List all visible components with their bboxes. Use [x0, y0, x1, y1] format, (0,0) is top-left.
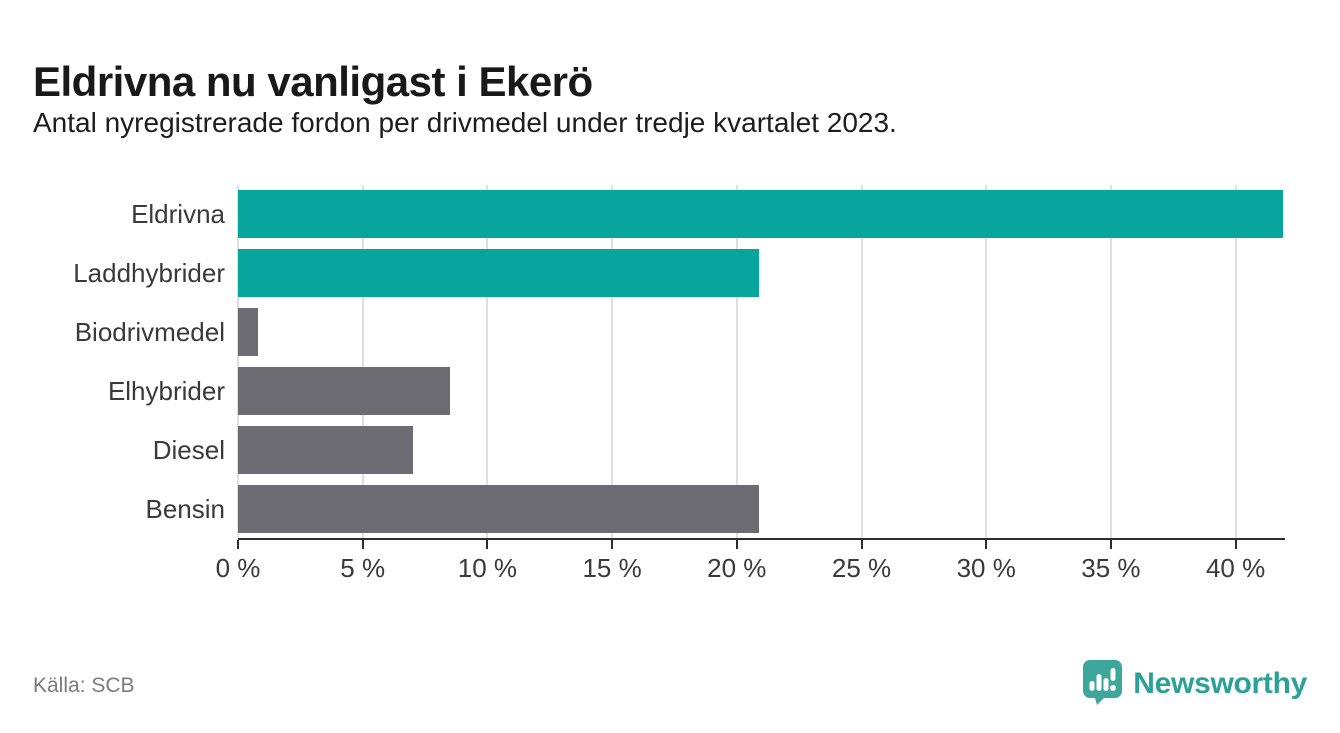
category-label-elhybrider: Elhybrider: [107, 375, 225, 406]
gridline-35: [1109, 185, 1112, 538]
x-tick-label-35: 35 %: [1081, 553, 1141, 583]
chart-subtitle: Antal nyregistrerade fordon per drivmede…: [33, 107, 897, 138]
gridline-0: [237, 185, 239, 538]
chart-row-laddhybrider: Laddhybrider: [0, 244, 1340, 303]
bar-chart: Eldrivna Laddhybrider Biodrivmedel Elhybrid…: [0, 185, 1340, 585]
gridline-30: [985, 185, 988, 538]
gridline-5: [361, 185, 364, 538]
plot-area: [237, 185, 1283, 538]
chart-row-biodrivmedel: Biodrivmedel: [0, 303, 1340, 362]
x-axis-tick-0: [237, 540, 239, 549]
x-axis-tick-15: [611, 540, 614, 549]
chart-row-elhybrider: Elhybrider: [0, 361, 1340, 420]
bar-elhybrider: [238, 366, 450, 415]
gridline-15: [611, 185, 614, 538]
gridline-25: [860, 185, 863, 538]
bar-track-laddhybrider: [238, 249, 1283, 298]
x-tick-label-0: 0 %: [215, 553, 261, 583]
x-axis-tick-35: [1109, 540, 1112, 549]
newsworthy-wordmark: Newsworthy: [1133, 667, 1307, 700]
category-label-diesel: Diesel: [152, 434, 225, 465]
x-tick-label-25: 25 %: [831, 553, 892, 583]
bar-biodrivmedel: [238, 308, 258, 357]
bar-rows: Eldrivna Laddhybrider Biodrivmedel Elhybrid…: [0, 185, 1340, 538]
chart-title: Eldrivna nu vanligast i Ekerö: [33, 58, 593, 106]
x-tick-label-15: 15 %: [582, 553, 642, 583]
newsworthy-bubble-chart-icon: [1081, 658, 1124, 710]
chart-row-diesel: Diesel: [0, 420, 1340, 479]
newsworthy-logo: Newsworthy: [1081, 658, 1307, 710]
gridline-20: [735, 185, 738, 538]
x-tick-label-5: 5 %: [340, 553, 386, 583]
x-tick-label-40: 40 %: [1205, 553, 1266, 583]
bar-diesel: [238, 425, 413, 474]
category-label-eldrivna: Eldrivna: [131, 199, 225, 230]
x-axis-tick-25: [860, 540, 863, 549]
x-axis-tick-30: [985, 540, 988, 549]
x-axis-tick-40: [1234, 540, 1237, 549]
x-axis-tick-5: [361, 540, 364, 549]
bar-track-bensin: [238, 484, 1283, 533]
category-label-laddhybrider: Laddhybrider: [73, 258, 225, 289]
category-label-bensin: Bensin: [145, 493, 226, 524]
x-tick-label-20: 20 %: [707, 553, 767, 583]
x-tick-label-30: 30 %: [956, 553, 1016, 583]
source-note: Källa: SCB: [33, 674, 135, 697]
bar-track-biodrivmedel: [238, 308, 1283, 357]
chart-row-eldrivna: Eldrivna: [0, 185, 1340, 244]
x-axis-line: [238, 538, 1285, 540]
gridline-10: [486, 185, 489, 538]
bar-laddhybrider: [238, 249, 760, 298]
category-label-biodrivmedel: Biodrivmedel: [74, 317, 225, 348]
x-axis-tick-20: [735, 540, 738, 549]
bar-track-diesel: [238, 425, 1283, 474]
x-tick-label-10: 10 %: [457, 553, 518, 583]
chart-row-bensin: Bensin: [0, 479, 1340, 538]
x-axis-tick-10: [486, 540, 489, 549]
bar-track-eldrivna: [238, 190, 1283, 239]
gridline-40: [1234, 185, 1237, 538]
bar-track-elhybrider: [238, 366, 1283, 415]
bar-bensin: [238, 484, 760, 533]
bar-eldrivna: [238, 190, 1283, 239]
